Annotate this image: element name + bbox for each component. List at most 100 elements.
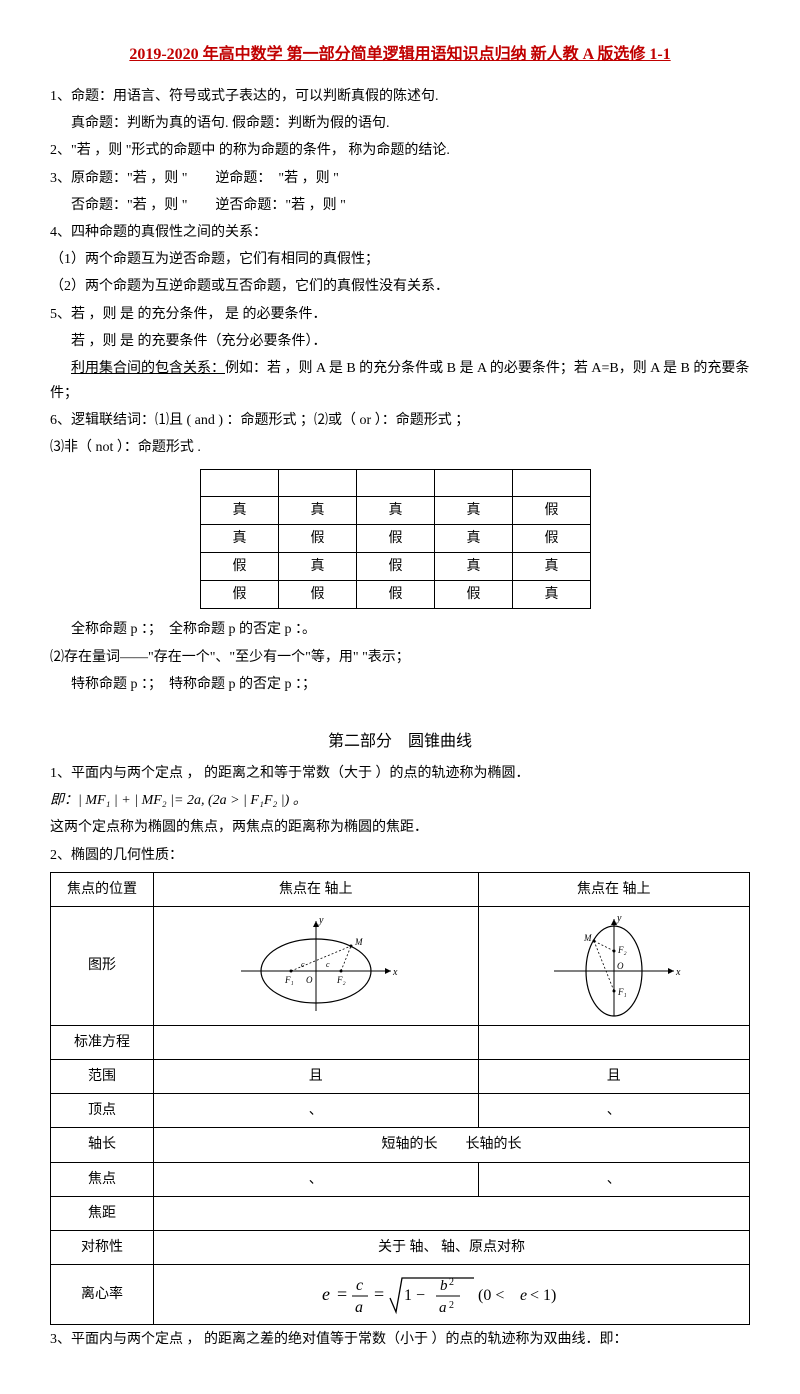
cell <box>357 469 435 496</box>
p3-2: 否命题："若 ，则 " 逆否命题："若 ，则 " <box>50 193 750 218</box>
table-row: 真 真 真 真 假 <box>201 496 591 524</box>
doc-title: 2019-2020 年高中数学 第一部分简单逻辑用语知识点归纳 新人教 A 版选… <box>50 40 750 64</box>
svg-text:e: e <box>520 1287 527 1304</box>
p3-1: 3、原命题："若 ，则 " 逆命题： "若 ，则 " <box>50 166 750 191</box>
cell: 真 <box>201 524 279 552</box>
cell: 真 <box>513 581 591 609</box>
cell-shape-x: x y F₁ F₂ O c c M <box>154 906 479 1025</box>
s2-p2: 这两个定点称为椭圆的焦点，两焦点的距离称为椭圆的焦距． <box>50 815 750 840</box>
p5-2: 若 ，则 是 的充要条件（充分必要条件）． <box>50 329 750 354</box>
p6-1: 6、逻辑联结词：⑴且 ( and ) ：命题形式 ；⑵或（ or ）：命题形式 … <box>50 408 750 433</box>
p7-3: 特称命题 p ：； 特称命题 p 的否定 p ：； <box>50 672 750 697</box>
table-row: 对称性 关于 轴、 轴、原点对称 <box>51 1231 750 1265</box>
cell-hdr-fdist: 焦距 <box>51 1196 154 1230</box>
table-row: 离心率 e = c a = 1 − b 2 a 2 (0 < <box>51 1265 750 1325</box>
cell: 假 <box>357 524 435 552</box>
table-row: 真 假 假 真 假 <box>201 524 591 552</box>
cell-hdr-vertex: 顶点 <box>51 1094 154 1128</box>
cell: 假 <box>201 553 279 581</box>
p5-3: 利用集合间的包含关系：例如：若 ，则 A 是 B 的充分条件或 B 是 A 的必… <box>50 356 750 406</box>
table-row: 范围 且 且 <box>51 1060 750 1094</box>
cell: 真 <box>435 496 513 524</box>
cell-hdr-range: 范围 <box>51 1060 154 1094</box>
cell: 假 <box>279 524 357 552</box>
p4-2: （1）两个命题互为逆否命题，它们有相同的真假性； <box>50 247 750 272</box>
cell <box>478 1025 749 1059</box>
table-row: 假 真 假 真 真 <box>201 553 591 581</box>
svg-text:=: = <box>337 1284 347 1304</box>
table-row: 焦点 、 、 <box>51 1162 750 1196</box>
section-2: 1、平面内与两个定点 ， 的距离之和等于常数（大于 ）的点的轨迹称为椭圆． 即：… <box>50 761 750 1352</box>
cell-hdr-shape: 图形 <box>51 906 154 1025</box>
cell-hdr-focuspos: 焦点的位置 <box>51 872 154 906</box>
cell: 假 <box>357 553 435 581</box>
cell: 假 <box>435 581 513 609</box>
cell <box>201 469 279 496</box>
svg-text:< 1): < 1) <box>530 1287 556 1304</box>
s2-p4: 3、平面内与两个定点 ， 的距离之差的绝对值等于常数（小于 ）的点的轨迹称为双曲… <box>50 1327 750 1352</box>
svg-text:(0 <: (0 < <box>478 1287 504 1304</box>
cell <box>513 469 591 496</box>
ellipse-y-axis-icon: x y F₂ F₁ O M <box>544 911 684 1021</box>
p1-2: 真命题：判断为真的语句. 假命题：判断为假的语句. <box>50 111 750 136</box>
formula-ellipse-def: 即：| MF₁ | + | MF₂ |= 2a, (2a > | F₁F₂ |)… <box>50 793 307 808</box>
table-row: 图形 x y F₁ F₂ O c c M <box>51 906 750 1025</box>
ellipse-x-axis-icon: x y F₁ F₂ O c c M <box>231 911 401 1021</box>
cell: 真 <box>435 524 513 552</box>
cell: 且 <box>154 1060 479 1094</box>
svg-text:=: = <box>374 1284 384 1304</box>
cell: 短轴的长 长轴的长 <box>154 1128 750 1162</box>
cell: 且 <box>478 1060 749 1094</box>
table-row: 轴长 短轴的长 长轴的长 <box>51 1128 750 1162</box>
cell: 假 <box>357 581 435 609</box>
table-row <box>201 469 591 496</box>
cell <box>435 469 513 496</box>
cell: 真 <box>201 496 279 524</box>
svg-text:F₁: F₁ <box>617 987 627 997</box>
cell-hdr-sym: 对称性 <box>51 1231 154 1265</box>
cell: 焦点在 轴上 <box>478 872 749 906</box>
svg-text:2: 2 <box>449 1277 454 1288</box>
cell <box>154 1025 479 1059</box>
table-row: 标准方程 <box>51 1025 750 1059</box>
cell-shape-y: x y F₂ F₁ O M <box>478 906 749 1025</box>
cell <box>279 469 357 496</box>
s2-p1b: 即：| MF₁ | + | MF₂ |= 2a, (2a > | F₁F₂ |)… <box>50 788 750 813</box>
cell: 假 <box>201 581 279 609</box>
svg-text:x: x <box>675 967 681 978</box>
svg-text:b: b <box>440 1278 448 1294</box>
cell: 焦点在 轴上 <box>154 872 479 906</box>
p1-1: 1、命题：用语言、符号或式子表达的，可以判断真假的陈述句. <box>50 84 750 109</box>
cell: 假 <box>513 524 591 552</box>
svg-text:M: M <box>583 933 592 943</box>
table-row: 顶点 、 、 <box>51 1094 750 1128</box>
cell-hdr-axis: 轴长 <box>51 1128 154 1162</box>
svg-text:a: a <box>355 1299 363 1316</box>
cell: 、 <box>154 1094 479 1128</box>
svg-text:y: y <box>318 915 324 926</box>
s2-p3: 2、椭圆的几何性质： <box>50 843 750 868</box>
table-row: 焦点的位置 焦点在 轴上 焦点在 轴上 <box>51 872 750 906</box>
p2: 2、"若 ，则 "形式的命题中 的称为命题的条件， 称为命题的结论. <box>50 138 750 163</box>
p4-3: （2）两个命题为互逆命题或互否命题，它们的真假性没有关系． <box>50 274 750 299</box>
cell: 关于 轴、 轴、原点对称 <box>154 1231 750 1265</box>
p7-1: 全称命题 p ：； 全称命题 p 的否定 p ：。 <box>50 617 750 642</box>
cell <box>154 1196 750 1230</box>
cell: 真 <box>435 553 513 581</box>
cell-hdr-ecc: 离心率 <box>51 1265 154 1325</box>
p6-2: ⑶非（ not ）：命题形式 . <box>50 435 750 460</box>
eccentricity-formula: e = c a = 1 − b 2 a 2 (0 < e < 1) <box>322 1270 582 1320</box>
svg-text:y: y <box>616 913 622 924</box>
svg-text:x: x <box>392 967 398 978</box>
ellipse-property-table: 焦点的位置 焦点在 轴上 焦点在 轴上 图形 x y F₁ F₂ O c <box>50 872 750 1326</box>
cell: 真 <box>357 496 435 524</box>
svg-text:F₁: F₁ <box>284 975 294 985</box>
svg-text:M: M <box>354 937 363 947</box>
p5-1: 5、若 ，则 是 的充分条件， 是 的必要条件． <box>50 302 750 327</box>
svg-text:a: a <box>439 1300 447 1316</box>
svg-text:O: O <box>617 961 624 971</box>
cell-ecc-formula: e = c a = 1 − b 2 a 2 (0 < e < 1) <box>154 1265 750 1325</box>
cell-hdr-std: 标准方程 <box>51 1025 154 1059</box>
cell: 真 <box>513 553 591 581</box>
svg-text:c: c <box>301 960 305 969</box>
